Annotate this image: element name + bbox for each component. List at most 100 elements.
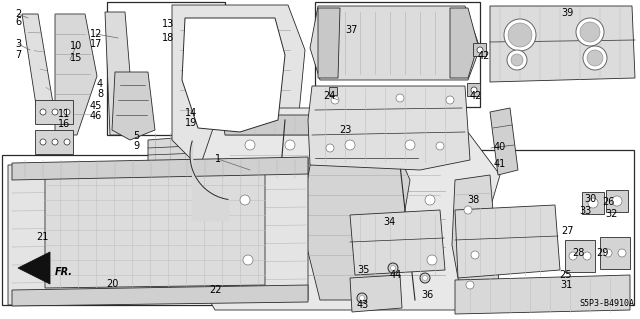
Text: 15: 15 [70,53,82,63]
Text: 37: 37 [346,25,358,35]
Polygon shape [222,115,445,135]
Circle shape [360,295,365,300]
Polygon shape [300,112,410,300]
Polygon shape [55,14,97,135]
Circle shape [507,50,527,70]
Text: 9: 9 [133,141,139,151]
Circle shape [583,46,607,70]
Polygon shape [450,8,478,78]
Polygon shape [18,252,50,284]
Polygon shape [22,14,55,118]
Circle shape [464,206,472,214]
Text: 28: 28 [572,248,584,258]
Circle shape [446,96,454,104]
Polygon shape [350,210,445,275]
Text: 39: 39 [561,8,573,18]
Bar [107,2,225,135]
Polygon shape [455,205,560,278]
Polygon shape [467,83,480,96]
Circle shape [420,273,430,283]
Circle shape [345,140,355,150]
Text: 14: 14 [185,108,197,118]
Text: 46: 46 [90,111,102,121]
Circle shape [471,251,479,259]
Polygon shape [452,175,500,300]
Circle shape [40,109,46,115]
Circle shape [504,19,536,51]
Circle shape [243,255,253,265]
Text: 35: 35 [357,265,369,275]
Polygon shape [175,108,500,310]
Text: 26: 26 [602,197,614,207]
Circle shape [612,196,622,206]
Circle shape [388,263,398,273]
Polygon shape [182,18,285,132]
Circle shape [245,140,255,150]
Polygon shape [455,275,630,314]
Circle shape [576,18,604,46]
Circle shape [569,252,577,260]
Text: 43: 43 [357,300,369,310]
Text: 13: 13 [162,19,174,29]
Text: 17: 17 [90,39,102,49]
Text: 41: 41 [494,159,506,169]
Circle shape [436,142,444,150]
Text: 44: 44 [390,270,402,280]
Text: 19: 19 [185,118,197,128]
Text: S5P3-B4910A: S5P3-B4910A [579,299,634,308]
Circle shape [390,265,396,271]
Text: 34: 34 [383,217,395,227]
Text: 2: 2 [15,9,21,19]
Circle shape [511,54,523,66]
Circle shape [64,109,70,115]
Text: FR.: FR. [55,267,73,277]
Circle shape [425,195,435,205]
Polygon shape [600,237,630,269]
Circle shape [405,140,415,150]
Text: 3: 3 [15,39,21,49]
Text: 40: 40 [494,142,506,152]
Circle shape [396,94,404,102]
Text: 11: 11 [58,109,70,119]
Text: 12: 12 [90,29,102,39]
Text: 38: 38 [467,195,479,205]
Circle shape [64,139,70,145]
Text: 36: 36 [421,290,433,300]
Polygon shape [12,157,308,180]
Text: 20: 20 [106,279,118,289]
Polygon shape [105,12,135,135]
Text: 16: 16 [58,119,70,129]
Circle shape [357,293,367,303]
Bar [315,2,480,107]
Circle shape [427,255,437,265]
Text: 22: 22 [210,285,222,295]
Circle shape [580,22,600,42]
Text: 4: 4 [97,79,103,89]
Text: 27: 27 [562,226,574,236]
Polygon shape [310,6,480,80]
Polygon shape [565,240,595,272]
Text: 10: 10 [70,41,82,51]
Circle shape [588,198,598,208]
Text: 23: 23 [339,125,351,135]
Circle shape [618,249,626,257]
Polygon shape [8,158,308,305]
Polygon shape [350,275,402,312]
Circle shape [331,96,339,104]
Polygon shape [35,100,73,124]
Text: 29: 29 [596,248,608,258]
Text: 31: 31 [560,280,572,290]
Bar [449,150,634,305]
Text: 5: 5 [133,131,139,141]
Text: 21: 21 [36,232,48,242]
Text: 42: 42 [478,51,490,61]
Polygon shape [490,108,518,175]
Bar [329,87,337,95]
Polygon shape [12,285,308,306]
Text: 18: 18 [162,33,174,43]
Circle shape [587,50,603,66]
Text: 1: 1 [215,154,221,164]
Text: 24: 24 [323,91,335,101]
Polygon shape [318,8,340,78]
Polygon shape [35,130,73,154]
